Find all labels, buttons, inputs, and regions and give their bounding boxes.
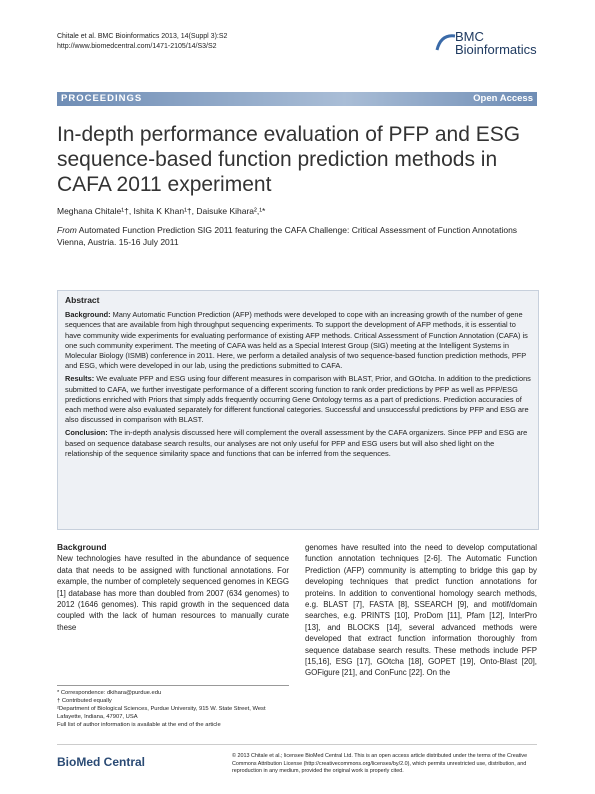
article-title: In-depth performance evaluation of PFP a…	[57, 123, 521, 196]
text: We evaluate PFP and ESG using four diffe…	[65, 374, 531, 425]
journal-logo: BMC Bioinformatics	[435, 29, 555, 57]
section-label: PROCEEDINGS	[61, 93, 143, 104]
abstract-heading: Abstract	[65, 295, 100, 305]
label: Background:	[65, 310, 111, 320]
text: Many Automatic Function Prediction (AFP)…	[65, 310, 528, 371]
footnote: * Correspondence: dkihara@purdue.edu	[57, 690, 162, 696]
logo-text: BMC	[455, 29, 484, 44]
authors: Meghana Chitale¹†, Ishita K Khan¹†, Dais…	[57, 206, 266, 216]
section-heading: Background	[57, 542, 107, 552]
from-label: From	[57, 225, 77, 235]
abstract: Abstract Background: Many Automatic Func…	[57, 290, 539, 530]
abstract-paragraph: Background: Many Automatic Function Pred…	[65, 310, 531, 371]
left-column: Background New technologies have resulte…	[57, 542, 289, 633]
logo-icon	[435, 34, 456, 51]
running-header: Chitale et al. BMC Bioinformatics 2013, …	[57, 32, 227, 52]
citation: Chitale et al. BMC Bioinformatics 2013, …	[57, 33, 228, 40]
label: Conclusion:	[65, 428, 108, 438]
article-url[interactable]: http://www.biomedcentral.com/1471-2105/1…	[57, 43, 217, 50]
source: From Automated Function Prediction SIG 2…	[57, 224, 537, 248]
access-label: Open Access	[473, 93, 533, 104]
footnote: † Contributed equally	[57, 698, 112, 704]
abstract-paragraph: Conclusion: The in-depth analysis discus…	[65, 428, 531, 459]
label: Results:	[65, 374, 95, 384]
footnote: Full list of author information is avail…	[57, 722, 221, 728]
right-column: genomes have resulted into the need to d…	[305, 542, 537, 679]
body-text: genomes have resulted into the need to d…	[305, 543, 537, 678]
footnote: ²Department of Biological Sciences, Purd…	[57, 706, 266, 720]
place: Vienna, Austria. 15-16 July 2011	[57, 237, 179, 247]
footer: BioMed Central © 2013 Chitale et al.; li…	[57, 744, 537, 774]
abstract-paragraph: Results: We evaluate PFP and ESG using f…	[65, 374, 531, 425]
banner: PROCEEDINGS Open Access	[57, 92, 537, 106]
body-text: New technologies have resulted in the ab…	[57, 554, 289, 632]
text: The in-depth analysis discussed here wil…	[65, 428, 528, 458]
license: © 2013 Chitale et al.; licensee BioMed C…	[232, 753, 528, 775]
logo-text: Bioinformatics	[455, 42, 537, 57]
publisher-logo: BioMed Central	[57, 755, 146, 769]
footnotes: * Correspondence: dkihara@purdue.edu † C…	[57, 685, 289, 729]
from-text: Automated Function Prediction SIG 2011 f…	[78, 225, 518, 235]
